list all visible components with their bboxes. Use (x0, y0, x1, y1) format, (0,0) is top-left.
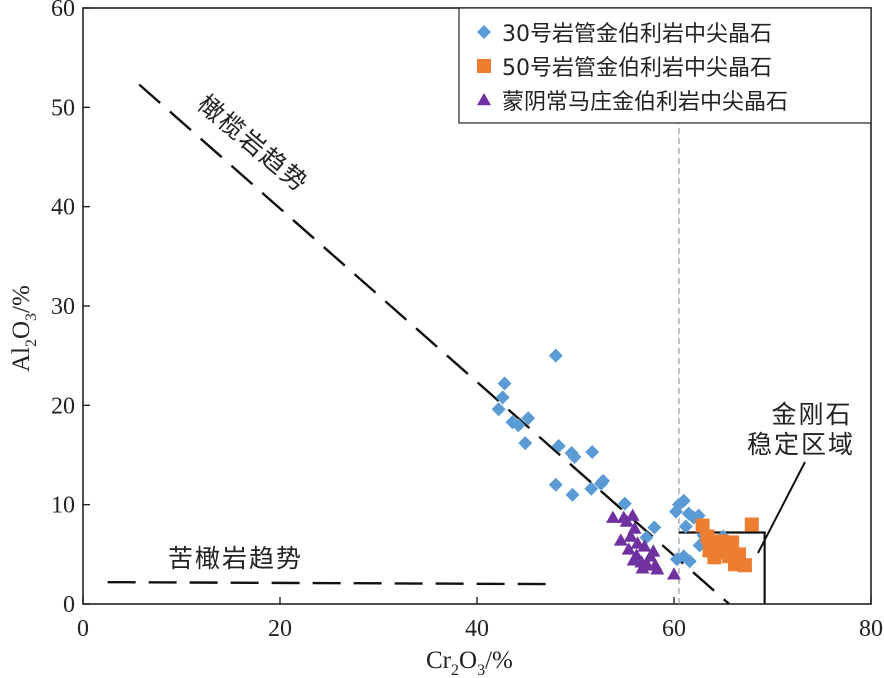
legend-marker-triangle (477, 93, 491, 106)
olivine-trend-label: 橄榄岩趋势 (192, 89, 314, 198)
diamond-field-label-line1: 金刚石 (771, 400, 852, 429)
diamond-data-point (676, 493, 691, 508)
legend-label: 30号岩管金伯利岩中尖晶石 (502, 22, 772, 47)
y-axis-label: Al2O3/% (8, 285, 40, 372)
y-axis-label-group: Al2O3/% (8, 285, 40, 372)
diamond-data-point (647, 520, 662, 535)
diamond-data-point (548, 348, 563, 363)
triangle-data-point (646, 544, 661, 557)
x-tick-label: 20 (268, 616, 292, 642)
square-data-point (737, 558, 752, 573)
y-tick-label: 40 (51, 195, 75, 221)
x-axis-label-sub1: 2 (451, 662, 459, 678)
reference-lines (107, 8, 806, 605)
olivine-trend-line (138, 83, 730, 605)
x-axis-label-tail: /% (485, 647, 513, 674)
diamond-data-point (585, 445, 600, 460)
y-axis-label-tail: /% (8, 285, 35, 313)
x-tick-label: 80 (859, 616, 883, 642)
y-tick-label: 10 (51, 493, 75, 519)
square-data-point (714, 534, 729, 549)
y-axis-label-sub1: 2 (23, 339, 40, 347)
diamond-data-point (548, 477, 563, 492)
diamond-data-point (669, 552, 684, 567)
y-axis-label-sub2: 3 (23, 313, 40, 321)
square-data-point (744, 517, 759, 532)
y-tick-label: 30 (51, 294, 75, 320)
square-data-point (725, 535, 740, 550)
y-tick-label: 60 (51, 0, 75, 22)
triangle-data-point (626, 553, 641, 566)
triangle-data-point (613, 533, 628, 546)
diamond-data-point (584, 481, 599, 496)
triangle-data-point (621, 542, 636, 555)
triangle-data-point (605, 510, 620, 523)
x-axis-label-base: Cr (426, 647, 452, 674)
legend-box (458, 7, 872, 124)
x-tick-label: 60 (662, 616, 686, 642)
diamond-field-leader (757, 461, 806, 554)
x-axis-label: Cr2O3/% (426, 647, 513, 678)
triangle-data-point (650, 562, 665, 575)
diamond-field-label-line2: 稳定区域 (747, 430, 855, 459)
x-tick-label: 0 (77, 616, 89, 642)
legend-marker-square (477, 59, 491, 73)
triangle-data-point (637, 539, 652, 552)
data-points (491, 348, 759, 580)
triangle-data-point (625, 508, 640, 521)
diamond-data-point (521, 411, 536, 426)
diamond-data-point (491, 402, 506, 417)
diamond-data-point (511, 418, 526, 433)
triangle-data-point (667, 567, 681, 580)
triangle-data-point (619, 514, 634, 527)
y-tick-label: 20 (51, 393, 75, 419)
triangle-data-point (623, 529, 638, 542)
legend-marker-diamond (477, 25, 491, 39)
x-axis-label-sub2: 3 (477, 662, 485, 678)
x-axis-label-mid: O (459, 647, 477, 674)
y-axis-label-mid: O (8, 321, 35, 339)
triangle-data-point (635, 561, 650, 574)
diamond-data-point (639, 530, 654, 545)
diamond-data-point (617, 496, 632, 511)
x-tick-label: 40 (465, 616, 489, 642)
y-tick-label: 0 (63, 592, 75, 618)
diamond-data-point (567, 449, 582, 464)
square-data-point (707, 550, 722, 565)
y-tick-label: 50 (51, 95, 75, 121)
diamond-data-point (565, 487, 580, 502)
diamond-data-point (495, 390, 510, 405)
diamond-data-point (551, 439, 566, 454)
square-data-point (695, 518, 710, 533)
square-data-point (700, 529, 715, 544)
diamond-data-point (678, 519, 693, 534)
legend-label: 蒙阴常马庄金伯利岩中尖晶石 (502, 90, 788, 115)
diamond-data-point (682, 554, 697, 569)
pyroxenite-trend-label: 苦橄岩趋势 (168, 544, 303, 573)
pyroxenite-trend-line (107, 580, 556, 586)
diamond-data-point (497, 376, 512, 391)
diamond-data-point (594, 476, 609, 491)
legend-label: 50号岩管金伯利岩中尖晶石 (502, 56, 772, 81)
y-axis-label-base: Al (8, 347, 35, 372)
diamond-data-point (518, 436, 533, 451)
